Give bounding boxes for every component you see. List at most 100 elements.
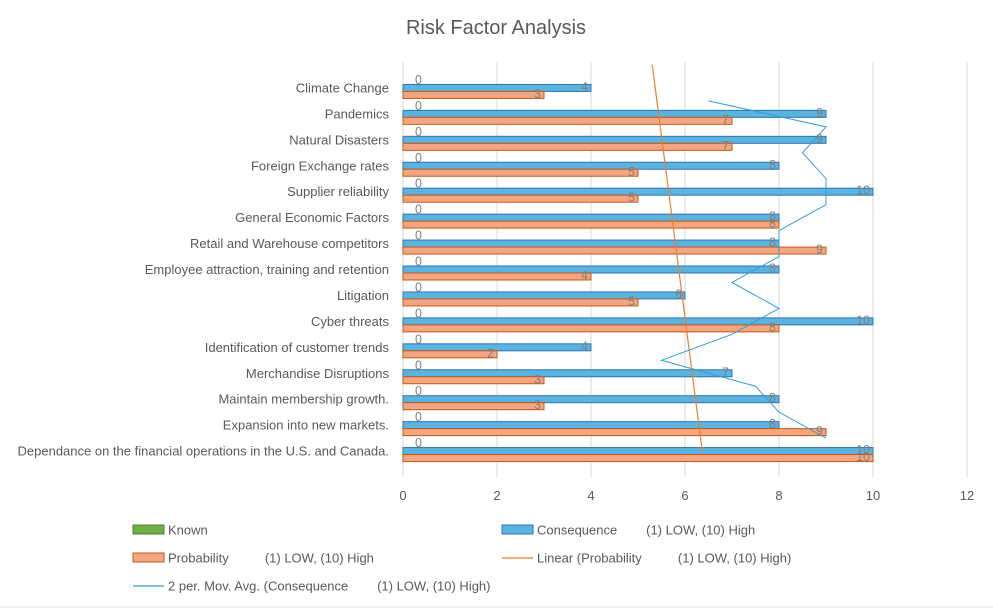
category-label: Litigation — [337, 288, 389, 303]
legend-entry: Probability (1) LOW, (10) High — [168, 551, 374, 566]
data-label: 10 — [856, 313, 870, 327]
data-label: 0 — [415, 384, 422, 398]
category-label: Identification of customer trends — [205, 340, 390, 355]
category-label: Expansion into new markets. — [223, 418, 389, 433]
x-tick-label: 12 — [960, 488, 974, 503]
data-label: 9 — [816, 424, 823, 438]
data-label: 0 — [415, 332, 422, 346]
data-label: 2 — [487, 346, 494, 360]
data-label: 0 — [415, 306, 422, 320]
bar-probability — [402, 376, 545, 385]
data-label: 0 — [415, 358, 422, 372]
bar-consequence — [402, 213, 780, 222]
category-label: Maintain membership growth. — [218, 392, 389, 407]
bar-probability — [402, 246, 827, 255]
category-label: Foreign Exchange rates — [251, 158, 390, 173]
bar-consequence — [402, 161, 780, 170]
legend-entry: Known — [168, 523, 208, 538]
category-label: Climate Change — [296, 80, 389, 95]
data-label: 0 — [415, 177, 422, 191]
data-label: 7 — [722, 139, 729, 153]
data-label: 0 — [415, 151, 422, 165]
bars — [402, 83, 874, 463]
value-axis: 0 2 4 6 8 10 12 — [399, 488, 974, 503]
data-label: 5 — [628, 165, 635, 179]
bar-probability — [402, 116, 733, 125]
data-label: 5 — [628, 294, 635, 308]
legend-entry: 2 per. Mov. Avg. (Consequence (1) LOW, (… — [168, 579, 491, 594]
bar-consequence — [402, 83, 592, 92]
category-label: Merchandise Disruptions — [246, 366, 390, 381]
data-label: 10 — [856, 184, 870, 198]
data-label: 6 — [675, 287, 682, 301]
data-label: 0 — [415, 203, 422, 217]
data-label: 9 — [816, 243, 823, 257]
data-label: 10 — [856, 450, 870, 464]
legend-key — [132, 552, 165, 563]
data-label: 9 — [816, 132, 823, 146]
bar-consequence — [402, 395, 780, 404]
data-label: 0 — [415, 410, 422, 424]
bar-consequence — [402, 135, 827, 144]
x-tick-label: 6 — [681, 488, 688, 503]
category-axis: Climate Change Pandemics Natural Disasters… — [18, 80, 390, 458]
bar-probability — [402, 350, 498, 359]
data-label: 4 — [581, 339, 588, 353]
x-tick-label: 2 — [493, 488, 500, 503]
bar-probability — [402, 90, 545, 99]
data-label: 0 — [415, 73, 422, 87]
bar-consequence — [402, 109, 827, 118]
legend-entry: Consequence (1) LOW, (10) High — [537, 523, 755, 538]
data-label: 9 — [816, 106, 823, 120]
data-label: 5 — [628, 191, 635, 205]
x-tick-label: 10 — [866, 488, 880, 503]
category-label: Retail and Warehouse competitors — [190, 236, 389, 251]
bar-consequence — [402, 369, 733, 378]
chart-title: Risk Factor Analysis — [406, 17, 586, 39]
category-label: Natural Disasters — [289, 132, 389, 147]
data-label: 7 — [722, 365, 729, 379]
data-label: 0 — [415, 229, 422, 243]
legend: Known Consequence (1) LOW, (10) High Proba… — [132, 523, 791, 594]
data-label: 0 — [415, 255, 422, 269]
category-label: Pandemics — [325, 106, 390, 121]
bar-consequence — [402, 291, 686, 300]
bar-probability — [402, 402, 545, 411]
data-label: 8 — [769, 217, 776, 231]
data-label: 8 — [769, 158, 776, 172]
category-label: Employee attraction, training and retent… — [145, 262, 389, 277]
data-label: 10 — [856, 443, 870, 457]
data-label: 7 — [722, 113, 729, 127]
x-tick-label: 4 — [587, 488, 594, 503]
bar-probability — [402, 220, 780, 229]
bar-consequence — [402, 187, 874, 196]
data-label: 0 — [415, 280, 422, 294]
data-label: 0 — [415, 99, 422, 113]
bar-consequence — [402, 421, 780, 430]
x-tick-label: 0 — [399, 488, 406, 503]
data-label: 8 — [769, 320, 776, 334]
moving-average-trendline — [659, 100, 827, 439]
bar-consequence — [402, 265, 780, 274]
bar-probability — [402, 298, 639, 307]
bar-probability — [402, 428, 827, 437]
category-label: General Economic Factors — [235, 210, 389, 225]
bar-probability — [402, 168, 639, 177]
data-label: 0 — [415, 436, 422, 450]
data-label: 8 — [769, 262, 776, 276]
legend-key — [132, 524, 165, 535]
category-label: Cyber threats — [311, 314, 390, 329]
legend-entry: Linear (Probability (1) LOW, (10) High) — [537, 551, 791, 566]
data-label: 8 — [769, 210, 776, 224]
data-label: 8 — [769, 391, 776, 405]
bar-probability — [402, 454, 874, 463]
bar-probability — [402, 272, 592, 281]
data-label: 3 — [534, 87, 541, 101]
data-label: 8 — [769, 236, 776, 250]
bar-consequence — [402, 239, 780, 248]
trendlines — [651, 64, 827, 453]
bar-probability — [402, 194, 639, 203]
data-label: 3 — [534, 372, 541, 386]
